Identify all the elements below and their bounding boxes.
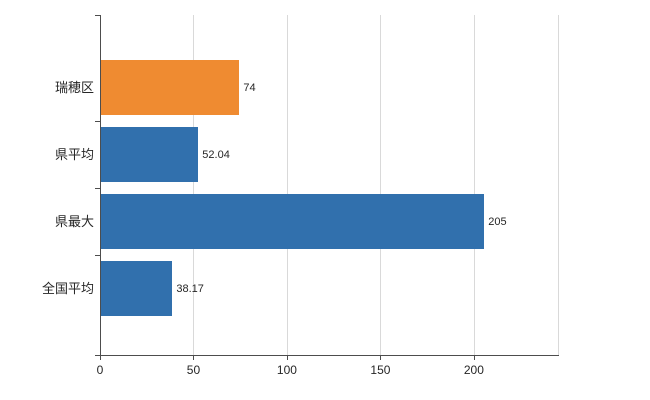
x-tick-label-0: 0 — [96, 363, 104, 377]
gridline-x-50 — [193, 15, 195, 355]
category-label-全国平均: 全国平均 — [41, 280, 94, 296]
bar-全国平均 — [101, 261, 173, 316]
bar-県平均 — [101, 127, 199, 182]
value-label-全国平均: 38.17 — [176, 282, 204, 295]
y-tick-0 — [95, 15, 100, 16]
category-label-県平均: 県平均 — [54, 146, 94, 162]
y-tick-1 — [95, 121, 100, 122]
x-tick-50 — [193, 355, 195, 360]
y-axis-line — [100, 15, 101, 356]
value-label-瑞穂区: 74 — [243, 81, 256, 94]
gridline-plot-right-edge — [558, 15, 559, 355]
y-tick-4 — [95, 355, 100, 356]
y-tick-2 — [95, 188, 100, 189]
category-label-瑞穂区: 瑞穂区 — [54, 79, 94, 95]
x-tick-100 — [286, 355, 288, 360]
x-tick-label-100: 100 — [276, 363, 297, 377]
bar-県最大 — [101, 194, 485, 249]
value-label-県平均: 52.04 — [202, 148, 230, 161]
x-tick-label-150: 150 — [370, 363, 391, 377]
y-tick-3 — [95, 255, 100, 256]
x-tick-150 — [380, 355, 382, 360]
x-tick-label-50: 50 — [186, 363, 201, 377]
gridline-x-200 — [473, 15, 475, 355]
x-tick-label-200: 200 — [463, 363, 484, 377]
category-label-県最大: 県最大 — [54, 213, 94, 229]
gridline-x-150 — [380, 15, 382, 355]
gridline-x-100 — [286, 15, 288, 355]
bar-瑞穂区 — [101, 60, 240, 115]
x-tick-200 — [473, 355, 475, 360]
x-tick-0 — [100, 355, 101, 360]
value-label-県最大: 205 — [488, 215, 507, 228]
x-axis-line — [100, 355, 559, 356]
